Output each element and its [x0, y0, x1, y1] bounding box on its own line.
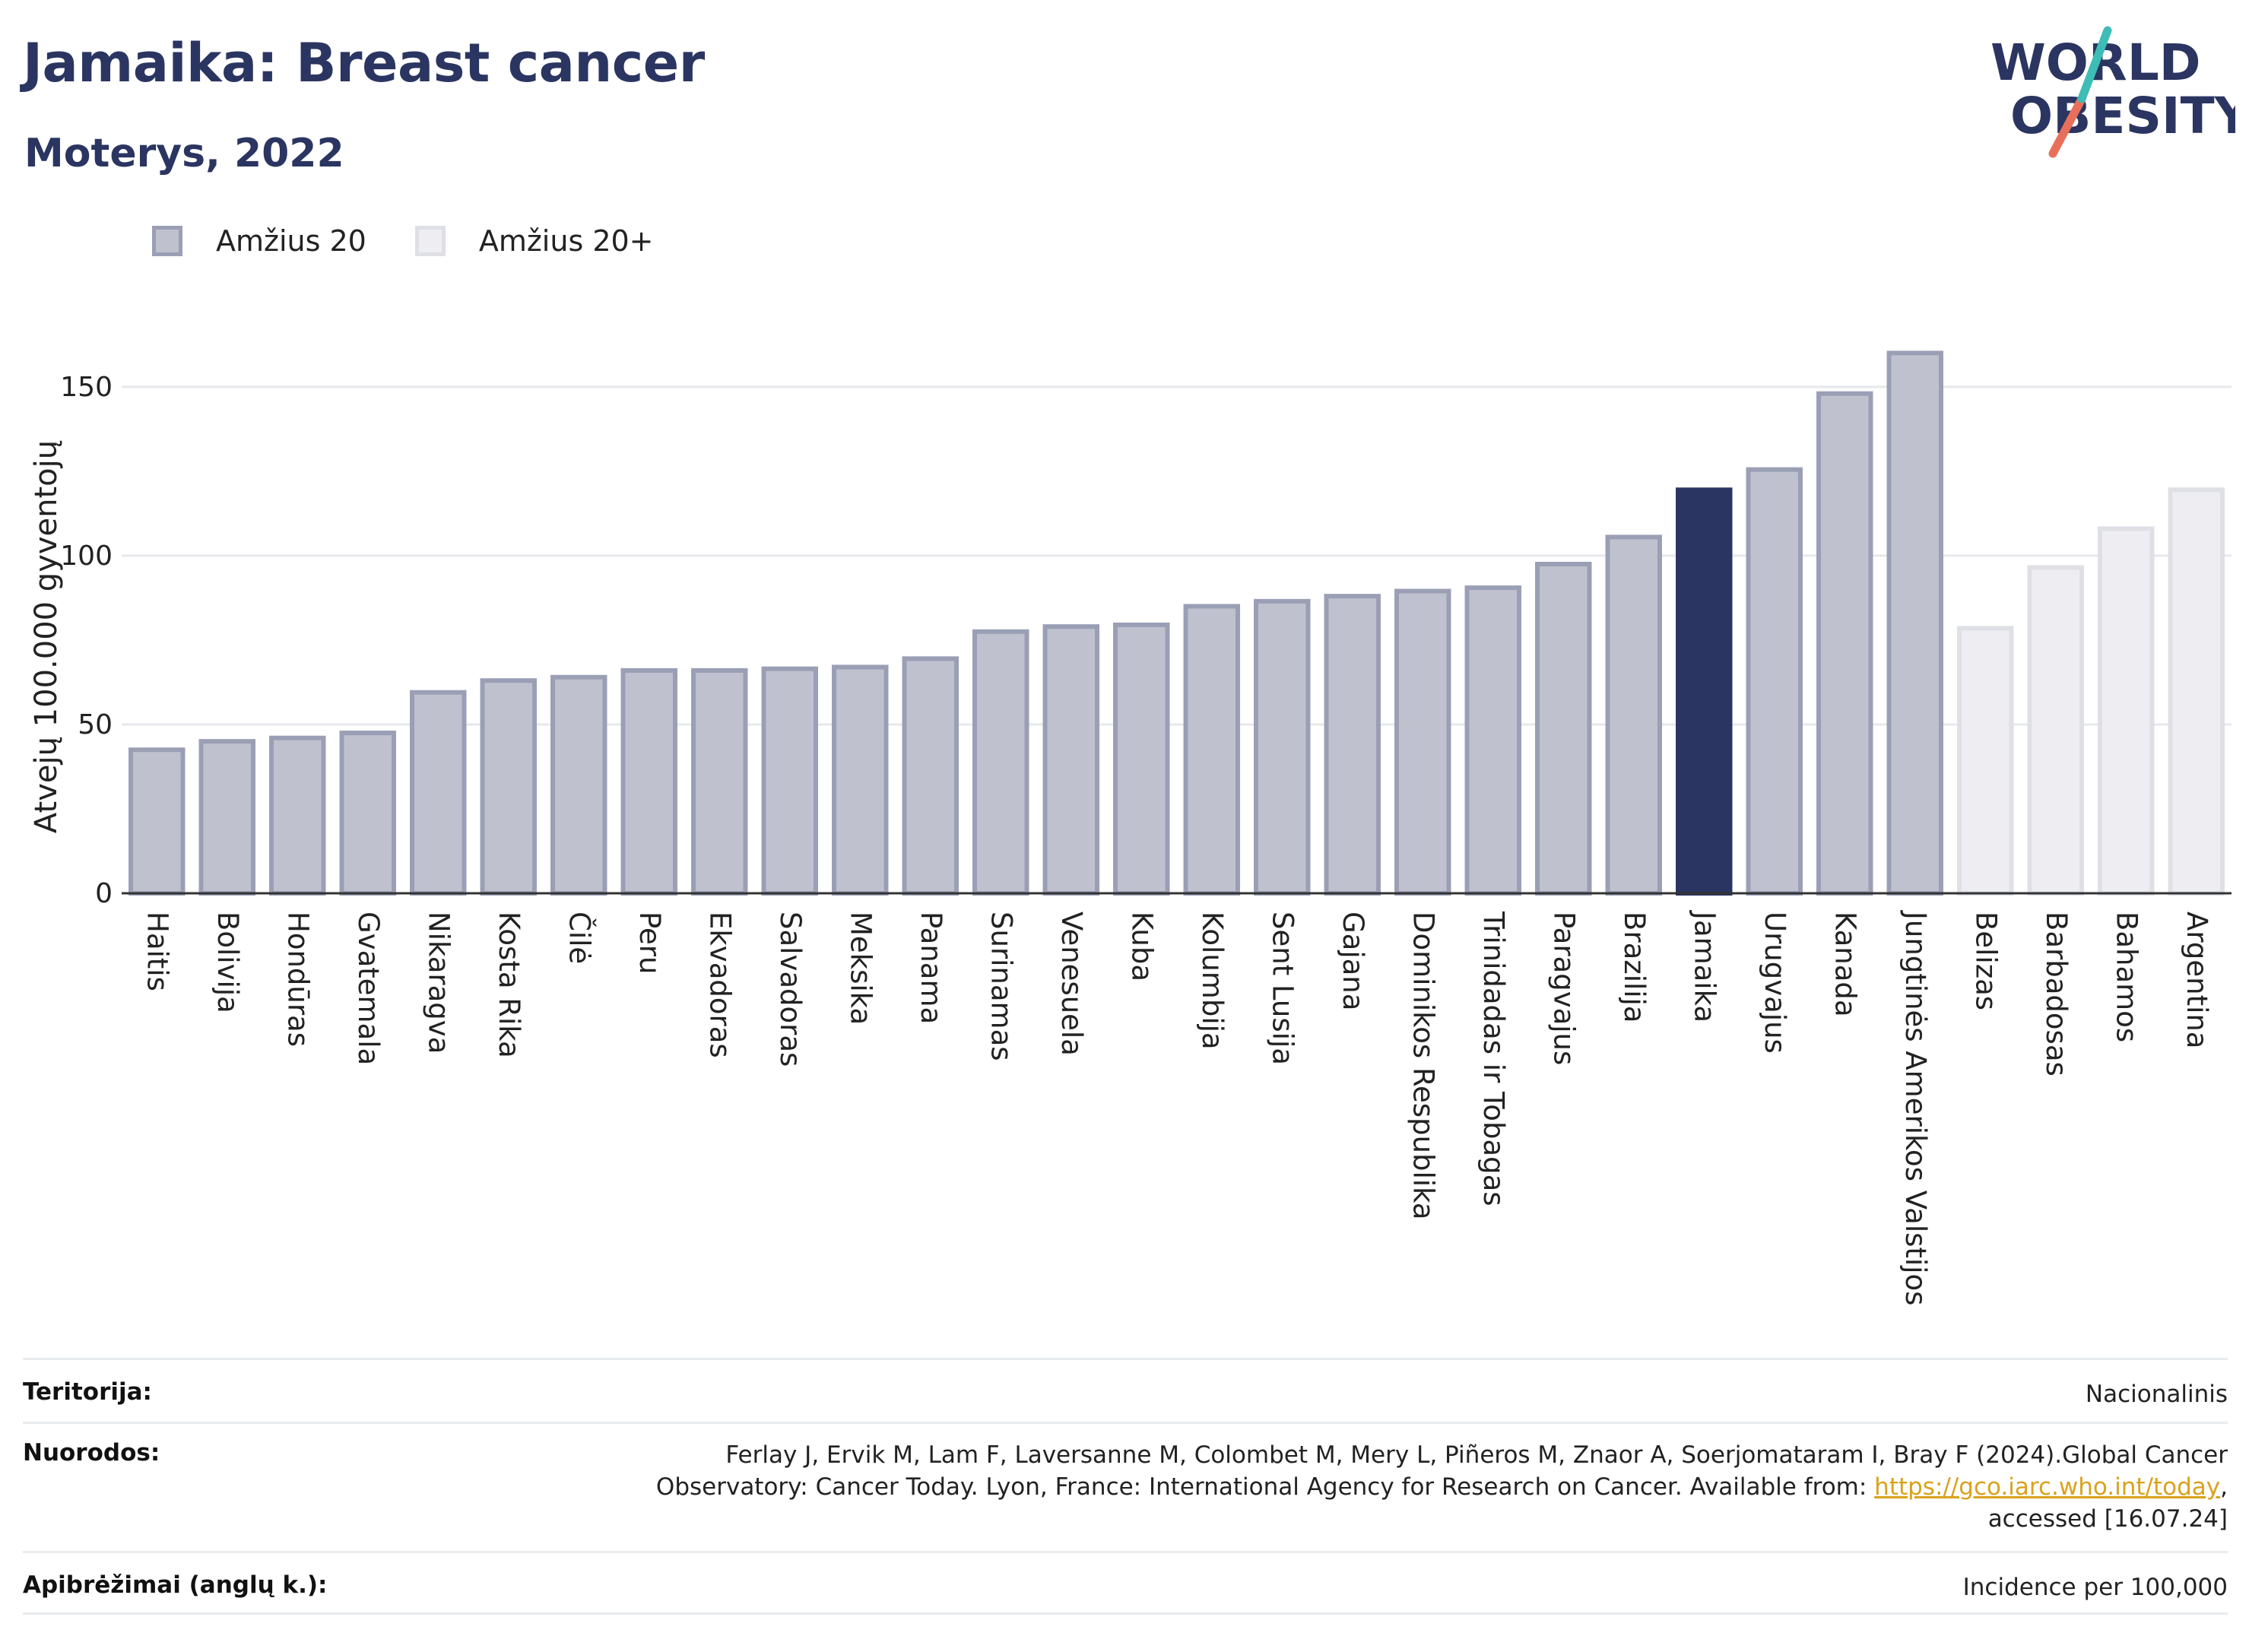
references-link[interactable]: https://gco.iarc.who.int/today: [1874, 1473, 2221, 1501]
x-tick-label: Urugvajus: [1759, 912, 1791, 1054]
bar-jungtinės-amerikos-valstijos: [1886, 350, 1943, 896]
footer-row-references: Nuorodos: Ferlay J, Ervik M, Lam F, Lave…: [23, 1422, 2228, 1551]
x-tick-label: Gvatemala: [352, 912, 385, 1065]
references-value: Ferlay J, Ervik M, Lam F, Laversanne M, …: [656, 1439, 2228, 1535]
references-line3: accessed [16.07.24]: [1987, 1505, 2228, 1533]
bar-chart: 0 50 100 150 Atvejų 100.000 gyventojų Haitis B…: [29, 350, 2232, 1305]
x-tick-label: Brazilija: [1618, 912, 1651, 1023]
bar-bahamos: [2098, 526, 2155, 896]
x-tick-label: Haitis: [141, 912, 173, 991]
legend-label-age20plus: Amžius 20+: [478, 224, 654, 258]
legend-item-age20[interactable]: Amžius 20: [152, 224, 366, 258]
bar-dominikos-respublika: [1394, 588, 1451, 896]
logo-line2: OBESITY: [2010, 87, 2235, 145]
footer-table: Teritorija: Nacionalinis Nuorodos: Ferla…: [23, 1358, 2228, 1615]
bar-sent-lusija: [1254, 598, 1311, 896]
bar-brazilija: [1605, 534, 1662, 896]
x-tick-label: Trinidadas ir Tobagas: [1477, 911, 1510, 1206]
x-tick-label: Paragvajus: [1547, 912, 1580, 1065]
bar-paragvajus: [1535, 561, 1592, 896]
bar-barbadosas: [2027, 565, 2084, 896]
x-tick-label: Salvadoras: [774, 912, 807, 1067]
x-tick-label: Jungtinės Amerikos Valstijos: [1899, 910, 1932, 1305]
footer-row-definitions: Apibrėžimai (anglų k.): Incidence per 10…: [23, 1551, 2228, 1615]
x-tick-label: Barbadosas: [2040, 912, 2073, 1076]
x-tick-label: Kosta Rika: [493, 912, 525, 1058]
x-tick-label: Bahamos: [2110, 912, 2143, 1042]
chart-legend: Amžius 20 Amžius 20+: [152, 224, 703, 258]
bar-gvatemala: [339, 731, 396, 896]
x-tick-label: Kuba: [1125, 912, 1158, 981]
references-line1: Ferlay J, Ervik M, Lam F, Laversanne M, …: [725, 1441, 2228, 1469]
x-tick-label: Sent Lusija: [1266, 912, 1299, 1065]
x-tick-label: Belizas: [1969, 912, 2002, 1010]
references-line2: Observatory: Cancer Today. Lyon, France:…: [656, 1471, 2228, 1503]
footer-row-territory: Teritorija: Nacionalinis: [23, 1358, 2228, 1422]
y-tick-label: 150: [60, 372, 113, 403]
bar-trinidadas-ir-tobagas: [1464, 585, 1521, 896]
x-tick-label: Hondūras: [281, 912, 314, 1047]
bar-salvadoras: [761, 666, 818, 896]
territory-value: Nacionalinis: [2085, 1381, 2228, 1408]
x-tick-label: Gajana: [1337, 912, 1369, 1010]
territory-label: Teritorija:: [23, 1378, 152, 1406]
x-tick-label: Peru: [633, 912, 666, 974]
definitions-label: Apibrėžimai (anglų k.):: [23, 1571, 328, 1599]
bar-hondūras: [269, 735, 326, 896]
bar-ekvadoras: [691, 667, 748, 896]
x-tick-label: Venesuela: [1055, 912, 1088, 1056]
bar-haitis: [128, 747, 186, 896]
legend-label-age20: Amžius 20: [216, 224, 366, 258]
bar-nikaragva: [410, 690, 467, 896]
y-tick-label: 50: [78, 709, 113, 740]
world-obesity-logo: WORLD OBESITY: [1990, 26, 2235, 158]
definitions-value: Incidence per 100,000: [1962, 1574, 2228, 1601]
bar-panama: [902, 656, 959, 896]
x-tick-label: Ekvadoras: [703, 912, 736, 1058]
logo-slash-teal-icon: [2077, 26, 2112, 103]
bar-kuba: [1113, 622, 1170, 896]
x-tick-label: Dominikos Respublika: [1407, 912, 1439, 1219]
logo-slash-coral-icon: [2048, 94, 2086, 158]
bar-kolumbija: [1183, 604, 1240, 896]
page-subtitle: Moterys, 2022: [24, 131, 344, 176]
bar-kanada: [1816, 391, 1873, 896]
bar-venesuela: [1042, 624, 1099, 896]
references-label: Nuorodos:: [23, 1439, 160, 1467]
bar-jamaika: [1676, 487, 1733, 896]
bar-belizas: [1957, 626, 2014, 896]
bar-bolivija: [198, 739, 255, 896]
bar-čilė: [550, 674, 607, 896]
references-line2-end: ,: [2220, 1473, 2228, 1501]
bar-surinamas: [972, 629, 1029, 896]
x-tick-label: Panama: [915, 912, 947, 1024]
y-axis-label: Atvejų 100.000 gyventojų: [29, 440, 64, 833]
y-tick-label: 100: [60, 541, 113, 572]
x-tick-label: Surinamas: [985, 912, 1017, 1061]
legend-item-age20plus[interactable]: Amžius 20+: [414, 224, 654, 258]
references-line2-text: Observatory: Cancer Today. Lyon, France:…: [655, 1473, 1875, 1501]
bar-peru: [620, 667, 677, 896]
page-title: Jamaika: Breast cancer: [23, 32, 705, 94]
x-tick-label: Jamaika: [1688, 910, 1721, 1023]
bar-argentina: [2168, 487, 2225, 896]
x-tick-label: Argentina: [2181, 912, 2213, 1048]
x-tick-label: Bolivija: [211, 912, 244, 1013]
x-tick-label: Nikaragva: [422, 912, 455, 1054]
y-tick-label: 0: [95, 878, 113, 909]
bar-kosta-rika: [480, 678, 537, 896]
legend-swatch-age20plus: [414, 226, 446, 256]
x-tick-label: Kolumbija: [1196, 912, 1229, 1050]
bar-gajana: [1324, 594, 1381, 896]
legend-swatch-age20: [152, 226, 182, 256]
x-tick-label: Kanada: [1829, 912, 1861, 1017]
x-tick-label: Čilė: [563, 912, 596, 964]
bar-meksika: [832, 664, 889, 896]
bar-urugvajus: [1746, 467, 1803, 896]
x-tick-label: Meksika: [844, 912, 877, 1025]
